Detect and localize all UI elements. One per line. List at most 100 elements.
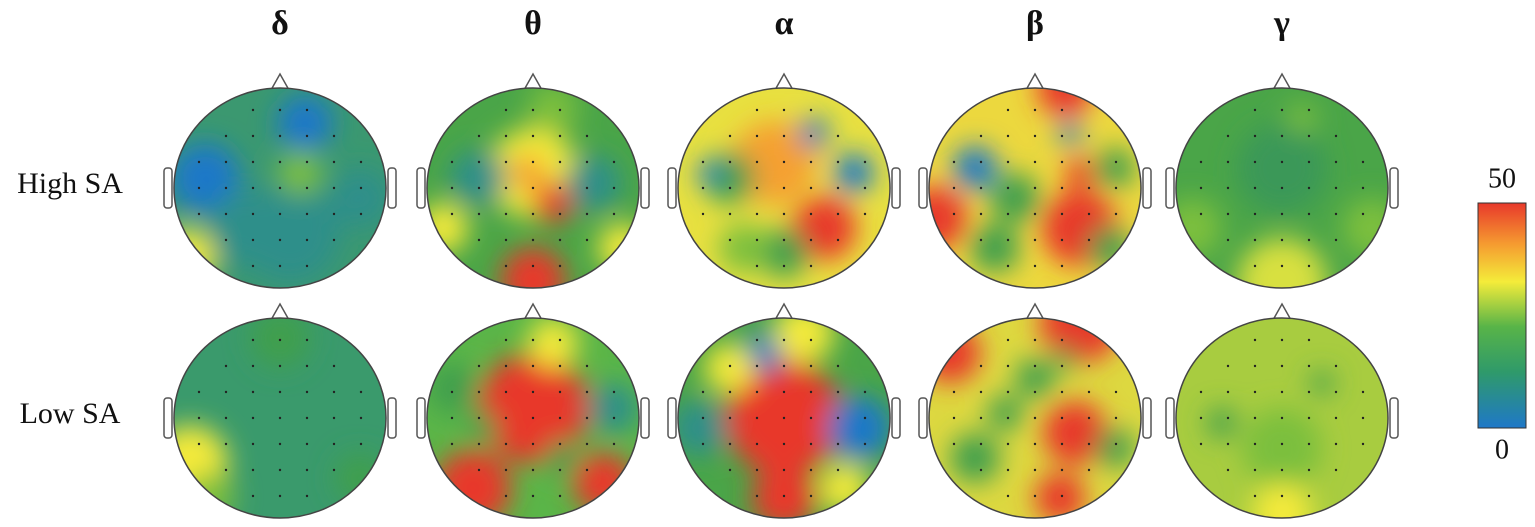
electrode bbox=[477, 468, 481, 472]
electrode bbox=[1253, 338, 1257, 342]
heat-blob bbox=[174, 228, 215, 288]
electrode bbox=[305, 186, 309, 190]
ear bbox=[387, 397, 397, 439]
electrode bbox=[278, 364, 282, 368]
electrode bbox=[1280, 212, 1284, 216]
electrode bbox=[305, 442, 309, 446]
electrode bbox=[1361, 186, 1365, 190]
heat-blob bbox=[250, 318, 310, 368]
electrode bbox=[477, 134, 481, 138]
electrode bbox=[979, 416, 983, 420]
electrode bbox=[728, 416, 732, 420]
electrode bbox=[1253, 108, 1257, 112]
electrode bbox=[1199, 390, 1203, 394]
heat-blobs bbox=[1207, 371, 1334, 518]
electrode bbox=[1060, 238, 1064, 242]
heat-blob bbox=[1095, 148, 1135, 188]
electrode bbox=[809, 442, 813, 446]
electrode bbox=[1033, 364, 1037, 368]
electrode bbox=[979, 160, 983, 164]
electrode bbox=[836, 390, 840, 394]
electrode bbox=[755, 238, 759, 242]
electrode bbox=[612, 390, 616, 394]
electrode bbox=[251, 338, 255, 342]
nose bbox=[523, 72, 543, 91]
electrode bbox=[1033, 338, 1037, 342]
electrode bbox=[251, 134, 255, 138]
head-outline bbox=[928, 317, 1142, 519]
electrode bbox=[585, 212, 589, 216]
heat-blobs bbox=[929, 88, 1135, 273]
electrode bbox=[1199, 212, 1203, 216]
electrode bbox=[755, 160, 759, 164]
electrode bbox=[1006, 160, 1010, 164]
electrode bbox=[251, 442, 255, 446]
electrode bbox=[755, 338, 759, 342]
electrode bbox=[952, 390, 956, 394]
electrode bbox=[1334, 134, 1338, 138]
electrode bbox=[558, 264, 562, 268]
electrode bbox=[504, 160, 508, 164]
heat-blob bbox=[428, 363, 478, 413]
heat-blob bbox=[450, 150, 506, 206]
electrode bbox=[531, 160, 535, 164]
electrode bbox=[359, 160, 363, 164]
heat bbox=[678, 88, 890, 288]
electrode bbox=[1033, 390, 1037, 394]
heat-blob bbox=[588, 383, 638, 433]
electrode bbox=[863, 390, 867, 394]
electrode bbox=[251, 238, 255, 242]
electrode bbox=[531, 442, 535, 446]
electrode bbox=[1226, 238, 1230, 242]
electrode bbox=[1006, 338, 1010, 342]
electrode bbox=[504, 468, 508, 472]
heat-blob bbox=[1242, 408, 1322, 488]
electrode bbox=[1307, 442, 1311, 446]
head-outline bbox=[173, 317, 387, 519]
electrode bbox=[1060, 338, 1064, 342]
electrode bbox=[1334, 364, 1338, 368]
electrode bbox=[728, 186, 732, 190]
electrode bbox=[1334, 238, 1338, 242]
heat-blob bbox=[792, 196, 856, 260]
electrode bbox=[1087, 364, 1091, 368]
electrode bbox=[782, 134, 786, 138]
electrode bbox=[1307, 264, 1311, 268]
electrode bbox=[1006, 494, 1010, 498]
heat-blob bbox=[1237, 238, 1327, 288]
heat-blob bbox=[174, 143, 240, 213]
electrode bbox=[332, 390, 336, 394]
head-outline bbox=[928, 87, 1142, 289]
electrode bbox=[278, 442, 282, 446]
electrode bbox=[585, 390, 589, 394]
electrode bbox=[782, 442, 786, 446]
electrode bbox=[809, 416, 813, 420]
electrode bbox=[251, 390, 255, 394]
electrode bbox=[1253, 264, 1257, 268]
heat-blob bbox=[598, 223, 639, 273]
ear bbox=[163, 397, 173, 439]
ear bbox=[1389, 167, 1399, 209]
electrode bbox=[1253, 364, 1257, 368]
electrode bbox=[332, 238, 336, 242]
electrode bbox=[836, 364, 840, 368]
electrode bbox=[1060, 364, 1064, 368]
heat-blob bbox=[501, 248, 565, 288]
electrode bbox=[450, 212, 454, 216]
heat-blob bbox=[1252, 483, 1312, 518]
colorbar-tick-label: 0 bbox=[1495, 434, 1509, 465]
electrode bbox=[332, 212, 336, 216]
heat-blob bbox=[719, 223, 769, 273]
electrode bbox=[701, 442, 705, 446]
electrode bbox=[278, 416, 282, 420]
heat-blobs bbox=[428, 318, 638, 518]
electrode bbox=[1334, 212, 1338, 216]
electrode bbox=[1199, 416, 1203, 420]
electrode bbox=[558, 212, 562, 216]
electrode bbox=[1006, 264, 1010, 268]
electrode bbox=[1114, 212, 1118, 216]
heat-blob bbox=[1207, 408, 1237, 438]
electrode bbox=[504, 364, 508, 368]
electrode bbox=[863, 416, 867, 420]
